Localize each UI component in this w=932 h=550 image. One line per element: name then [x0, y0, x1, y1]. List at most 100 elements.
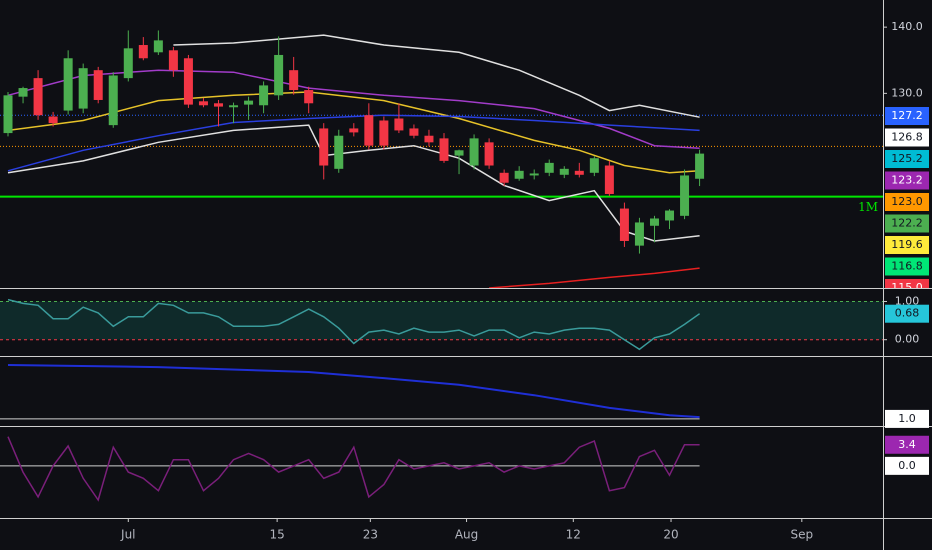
band	[0, 301, 883, 340]
price-box	[885, 236, 929, 254]
candle-body	[319, 128, 329, 166]
candle-body	[680, 175, 690, 216]
candle-body	[379, 120, 389, 146]
candle-body	[18, 88, 28, 97]
x-tick-label: 23	[363, 528, 378, 542]
price-label: 123.0	[891, 195, 923, 208]
line	[7, 91, 700, 174]
price-label: 119.6	[891, 238, 923, 251]
candle-body	[394, 118, 404, 131]
x-tick-label: 20	[663, 528, 678, 542]
line	[7, 114, 700, 172]
y-tick-label: 140.0	[891, 20, 923, 33]
candle-body	[289, 70, 299, 91]
pane	[0, 364, 700, 420]
candle-body	[454, 150, 464, 156]
price-box	[885, 193, 929, 211]
price-box	[885, 150, 929, 168]
value-box	[885, 435, 929, 454]
line	[489, 267, 700, 288]
value-label: 3.4	[898, 438, 916, 451]
candle-body	[589, 158, 599, 173]
price-label: 125.2	[891, 152, 923, 165]
candle-body	[229, 105, 239, 108]
candle-body	[123, 48, 133, 79]
candle-body	[33, 78, 43, 116]
value-label: 0.68	[895, 307, 920, 320]
line	[7, 298, 701, 351]
price-label: 126.8	[891, 131, 923, 144]
pane	[0, 30, 883, 288]
x-tick-label: 12	[566, 528, 581, 542]
value-label: 0.0	[898, 459, 916, 472]
price-label: 123.2	[891, 174, 923, 187]
candle-body	[364, 115, 374, 146]
candle-body	[529, 173, 539, 176]
candle-body	[499, 172, 509, 183]
candle-body	[634, 222, 644, 246]
candle-body	[409, 128, 419, 136]
value-box	[885, 304, 929, 323]
candle-body	[349, 128, 359, 133]
value-box	[885, 456, 929, 475]
candle-body	[3, 95, 13, 134]
price-axis: 1.0	[885, 409, 929, 428]
y-tick-label: 1.00	[895, 294, 920, 307]
candle-body	[168, 50, 178, 71]
price-box	[885, 257, 929, 276]
candle-body	[559, 168, 569, 175]
candle-body	[665, 210, 675, 221]
candle-body	[619, 208, 629, 241]
y-tick-label: 130.0	[891, 86, 923, 99]
candle-body	[138, 45, 148, 59]
price-box	[885, 128, 929, 147]
price-box	[885, 279, 929, 288]
candle-body	[424, 135, 434, 143]
candle-body	[213, 103, 223, 107]
line	[7, 124, 700, 242]
candle-body	[484, 142, 494, 166]
value-box	[885, 409, 929, 428]
price-box	[885, 171, 929, 190]
candle-body	[649, 218, 659, 226]
pane	[0, 436, 700, 502]
line	[7, 364, 700, 419]
line	[7, 69, 700, 150]
candle-body	[63, 58, 73, 111]
x-tick-label: Sep	[791, 528, 814, 542]
price-axis: 140.0 130.0	[883, 20, 923, 99]
price-labels: 127.2 126.8 125.2 123.2 123.0 122.2 119.6 116.8…	[885, 107, 929, 294]
candle-body	[198, 101, 208, 106]
candle-body	[439, 138, 449, 161]
candle-body	[108, 75, 118, 126]
candle-body	[574, 170, 584, 175]
price-axis: 1.00 0.00 0.68	[883, 294, 929, 346]
price-label: 116.8	[891, 260, 923, 273]
x-tick-label: 15	[269, 528, 284, 542]
candle-body	[695, 153, 705, 179]
candle-body	[514, 170, 524, 179]
price-label: 127.2	[891, 109, 923, 122]
candle-body	[604, 165, 614, 194]
candle-body	[244, 100, 254, 105]
price-label: 115.0	[891, 281, 923, 294]
price-axis: 0.0 3.4	[885, 435, 929, 475]
price-box	[885, 214, 929, 233]
candle-body	[78, 68, 88, 109]
value-label: 1.0	[898, 412, 916, 425]
candle-body	[259, 85, 269, 106]
x-tick-label: Aug	[455, 528, 478, 542]
candle-body	[469, 138, 479, 166]
price-label: 122.2	[891, 217, 923, 230]
pane	[0, 298, 883, 351]
y-tick-label: 0.00	[895, 333, 920, 346]
candle-body	[93, 70, 103, 100]
candle-body	[183, 58, 193, 105]
candle-body	[544, 162, 554, 173]
candle-body	[153, 40, 163, 53]
line	[7, 436, 700, 502]
candle-body	[274, 54, 284, 96]
